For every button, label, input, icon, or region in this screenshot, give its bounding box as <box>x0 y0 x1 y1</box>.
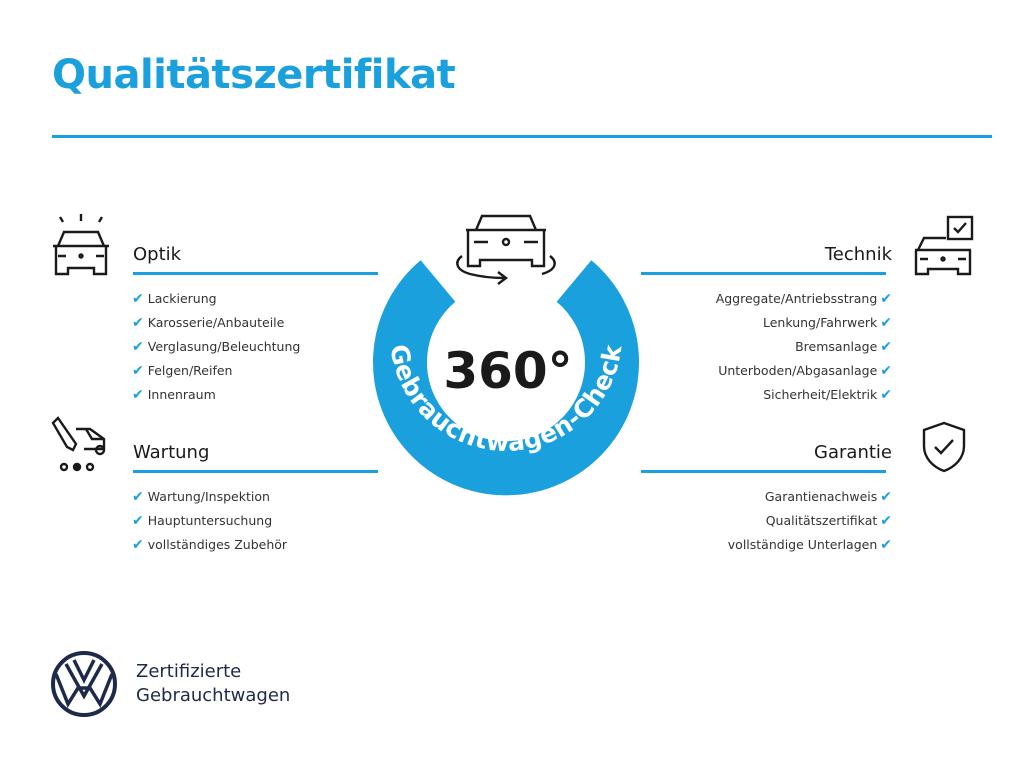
check-icon: ✔ <box>132 315 144 331</box>
brand-line-2: Gebrauchtwagen <box>136 685 291 706</box>
list-item: Sicherheit/Elektrik ✔ <box>763 387 892 403</box>
shield-check-icon <box>922 421 966 473</box>
car-rotate-icon <box>456 214 556 285</box>
page-title: Qualitätszertifikat <box>52 52 456 98</box>
list-item: ✔ Wartung/Inspektion <box>132 489 270 505</box>
list-item: Qualitätszertifikat ✔ <box>765 513 892 529</box>
badge-ring <box>373 260 639 496</box>
list-item: ✔ Hauptuntersuchung <box>132 513 273 529</box>
car-checklist-icon <box>914 215 974 276</box>
section-title-garantie: Garantie <box>814 442 892 463</box>
check-icon: ✔ <box>880 387 892 403</box>
list-item: Bremsanlage ✔ <box>795 339 892 355</box>
list-item: ✔ Innenraum <box>132 387 216 403</box>
list-item: Lenkung/Fahrwerk ✔ <box>763 315 892 331</box>
list-item: ✔ vollständiges Zubehör <box>132 537 288 553</box>
check-icon: ✔ <box>880 291 892 307</box>
check-icon: ✔ <box>880 537 892 553</box>
list-item: Unterboden/Abgasanlage ✔ <box>718 363 892 379</box>
section-title-wartung: Wartung <box>133 442 210 463</box>
list-item: vollständige Unterlagen ✔ <box>727 537 892 553</box>
technik-list: Aggregate/Antriebsstrang ✔ Lenkung/Fahrwe… <box>716 287 892 407</box>
check-icon: ✔ <box>880 513 892 529</box>
check-icon: ✔ <box>880 339 892 355</box>
check-icon: ✔ <box>132 489 144 505</box>
brand-name: Zertifizierte Gebrauchtwagen <box>136 660 290 708</box>
section-divider-technik <box>641 272 886 275</box>
list-item: ✔ Verglasung/Beleuchtung <box>132 339 301 355</box>
check-icon: ✔ <box>880 489 892 505</box>
section-divider-garantie <box>641 470 886 473</box>
check-icon: ✔ <box>132 513 144 529</box>
service-tool-icon <box>51 416 106 472</box>
check-icon: ✔ <box>880 315 892 331</box>
list-item: ✔ Karosserie/Anbauteile <box>132 315 285 331</box>
360-check-badge: Gebrauchtwagen-Check 360° <box>373 214 639 496</box>
badge-number: 360° <box>443 342 572 400</box>
check-icon: ✔ <box>132 537 144 553</box>
section-divider-optik <box>133 272 378 275</box>
garantie-list: Garantienachweis ✔ Qualitätszertifikat ✔ v… <box>728 485 892 557</box>
brand-line-1: Zertifizierte <box>136 661 242 682</box>
vw-logo <box>51 651 117 717</box>
list-item: ✔ Lackierung <box>132 291 217 307</box>
list-item: Aggregate/Antriebsstrang ✔ <box>715 291 892 307</box>
wartung-list: ✔ Wartung/Inspektion ✔ Hauptuntersuchung ✔… <box>132 485 287 557</box>
section-title-optik: Optik <box>133 244 182 265</box>
list-item: Garantienachweis ✔ <box>764 489 892 505</box>
title-divider <box>52 135 992 138</box>
car-lights-icon <box>53 214 109 276</box>
optik-list: ✔ Lackierung ✔ Karosserie/Anbauteile ✔ Verg… <box>132 287 300 407</box>
check-icon: ✔ <box>132 339 144 355</box>
section-title-technik: Technik <box>824 244 892 265</box>
check-icon: ✔ <box>132 363 144 379</box>
check-icon: ✔ <box>132 387 144 403</box>
section-divider-wartung <box>133 470 378 473</box>
list-item: ✔ Felgen/Reifen <box>132 363 233 379</box>
check-icon: ✔ <box>880 363 892 379</box>
check-icon: ✔ <box>132 291 144 307</box>
